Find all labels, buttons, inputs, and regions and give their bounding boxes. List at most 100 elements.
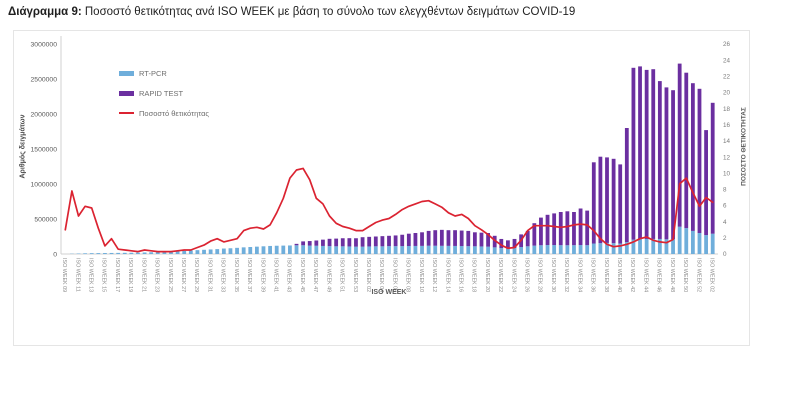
rtpcr-bar: [690, 230, 695, 254]
svg-text:ISO WEEK 34: ISO WEEK 34: [576, 258, 582, 292]
svg-text:ISO WEEK 48: ISO WEEK 48: [669, 258, 675, 292]
rapid-test-bar: [664, 87, 669, 240]
rtpcr-bar: [697, 233, 702, 254]
rtpcr-bar: [426, 245, 431, 254]
rtpcr-bars: [70, 226, 715, 254]
svg-text:10: 10: [723, 170, 731, 177]
rapid-test-bar: [301, 241, 306, 246]
rtpcr-bar: [149, 252, 154, 254]
rapid-test-bar: [294, 243, 299, 246]
rapid-test-bar: [433, 230, 438, 246]
rapid-test-bar: [314, 240, 319, 246]
rtpcr-bar: [162, 251, 167, 254]
svg-text:ISO WEEK 25: ISO WEEK 25: [167, 258, 173, 292]
svg-text:26: 26: [723, 41, 731, 48]
svg-text:ISO WEEK 26: ISO WEEK 26: [524, 258, 530, 292]
rtpcr-bar: [585, 245, 590, 254]
rapid-test-bar: [585, 210, 590, 246]
rtpcr-bar: [228, 248, 233, 254]
rtpcr-bar: [188, 250, 193, 254]
svg-text:ISO WEEK 40: ISO WEEK 40: [616, 258, 622, 292]
svg-text:ISO WEEK 23: ISO WEEK 23: [154, 258, 160, 292]
rtpcr-bar: [340, 246, 345, 254]
svg-text:1500000: 1500000: [31, 146, 58, 153]
rtpcr-bar: [354, 246, 358, 254]
rtpcr-bar: [129, 252, 134, 254]
svg-text:ISO WEEK 29: ISO WEEK 29: [193, 258, 199, 292]
rtpcr-bar: [651, 238, 656, 254]
rtpcr-bar: [453, 245, 457, 254]
svg-text:ISO WEEK 35: ISO WEEK 35: [233, 258, 239, 292]
rtpcr-bar: [89, 253, 94, 254]
rapid-test-bar: [506, 240, 510, 249]
rtpcr-bar: [116, 252, 121, 254]
svg-text:ISO WEEK 46: ISO WEEK 46: [656, 258, 662, 292]
rtpcr-bar: [387, 246, 391, 254]
chart-legend: RT-PCR RAPID TEST Ποσοστό θετικότητας: [119, 63, 209, 123]
svg-text:ISO WEEK 39: ISO WEEK 39: [259, 258, 265, 292]
rapid-test-bar: [453, 230, 457, 246]
rapid-test-bar: [525, 230, 530, 247]
svg-text:ISO WEEK 13: ISO WEEK 13: [88, 258, 94, 292]
svg-text:24: 24: [723, 57, 731, 64]
rtpcr-bar: [631, 239, 636, 254]
svg-text:ISO WEEK 10: ISO WEEK 10: [418, 258, 424, 292]
rtpcr-bar: [499, 248, 504, 254]
rtpcr-bar: [433, 245, 438, 254]
svg-text:ISO WEEK 45: ISO WEEK 45: [299, 258, 305, 292]
rtpcr-bar: [155, 251, 160, 254]
svg-text:1000000: 1000000: [31, 181, 58, 188]
svg-text:ISO WEEK 49: ISO WEEK 49: [325, 258, 331, 292]
rapid-test-bar: [380, 236, 385, 247]
rtpcr-bar: [486, 246, 490, 254]
rapid-test-bar: [486, 233, 490, 247]
svg-text:ISO WEEK 47: ISO WEEK 47: [312, 258, 318, 292]
rapid-test-bar: [354, 238, 358, 247]
rtpcr-bar: [472, 246, 477, 254]
svg-text:4: 4: [723, 219, 727, 226]
x-axis-tick-labels: ISO WEEK 09 ISO WEEK 11 ISO WEEK 13 ISO WEE…: [61, 258, 714, 292]
rtpcr-bar: [664, 239, 669, 254]
svg-text:ISO WEEK 28: ISO WEEK 28: [537, 258, 543, 292]
rapid-test-bar: [704, 130, 708, 236]
rtpcr-bar: [334, 246, 339, 254]
rapid-test-bar: [657, 81, 662, 239]
svg-text:ISO WEEK 19: ISO WEEK 19: [127, 258, 133, 292]
rtpcr-bar: [360, 246, 365, 254]
svg-text:ISO WEEK 24: ISO WEEK 24: [510, 258, 516, 292]
rapid-test-bar: [598, 156, 603, 244]
svg-text:3000000: 3000000: [31, 41, 58, 48]
rtpcr-bar: [446, 245, 451, 254]
rtpcr-bar: [307, 245, 312, 254]
svg-text:ISO WEEK 21: ISO WEEK 21: [140, 258, 146, 292]
rtpcr-bar: [314, 245, 319, 254]
rtpcr-bar: [492, 247, 497, 254]
rtpcr-bar: [327, 246, 332, 254]
rtpcr-bar: [400, 246, 405, 254]
right-axis-title: ΠΟΣΟΣΤΟ ΘΕΤΙΚΟΤΗΤΑΣ: [740, 107, 748, 186]
rtpcr-bar: [261, 246, 266, 254]
rapid-test-bar: [690, 83, 695, 231]
rtpcr-bar: [684, 228, 689, 254]
rapid-test-bar: [572, 212, 576, 246]
svg-text:ISO WEEK 15: ISO WEEK 15: [101, 258, 107, 292]
rtpcr-bar: [644, 238, 649, 254]
rtpcr-bar: [657, 238, 662, 254]
rtpcr-bar: [466, 246, 471, 254]
rtpcr-bar: [624, 242, 629, 254]
page-title: Διάγραμμα 9: Ποσοστό θετικότητας ανά ISO…: [8, 6, 575, 18]
rtpcr-bar: [254, 246, 259, 254]
left-axis-title: Αριθμός δειγμάτων: [19, 114, 27, 179]
rapid-test-bar: [446, 230, 451, 246]
rapid-test-bar: [671, 90, 675, 240]
svg-text:ISO WEEK 22: ISO WEEK 22: [497, 258, 503, 292]
rtpcr-bar: [506, 248, 510, 254]
svg-text:ISO WEEK 14: ISO WEEK 14: [444, 258, 450, 292]
rapid-test-bar: [334, 238, 339, 247]
rtpcr-bar: [294, 245, 299, 254]
rapid-test-bar: [492, 235, 497, 248]
rtpcr-bar: [591, 243, 596, 254]
rapid-test-bar: [347, 238, 352, 247]
legend-item-positivity: Ποσοστό θετικότητας: [119, 103, 209, 123]
